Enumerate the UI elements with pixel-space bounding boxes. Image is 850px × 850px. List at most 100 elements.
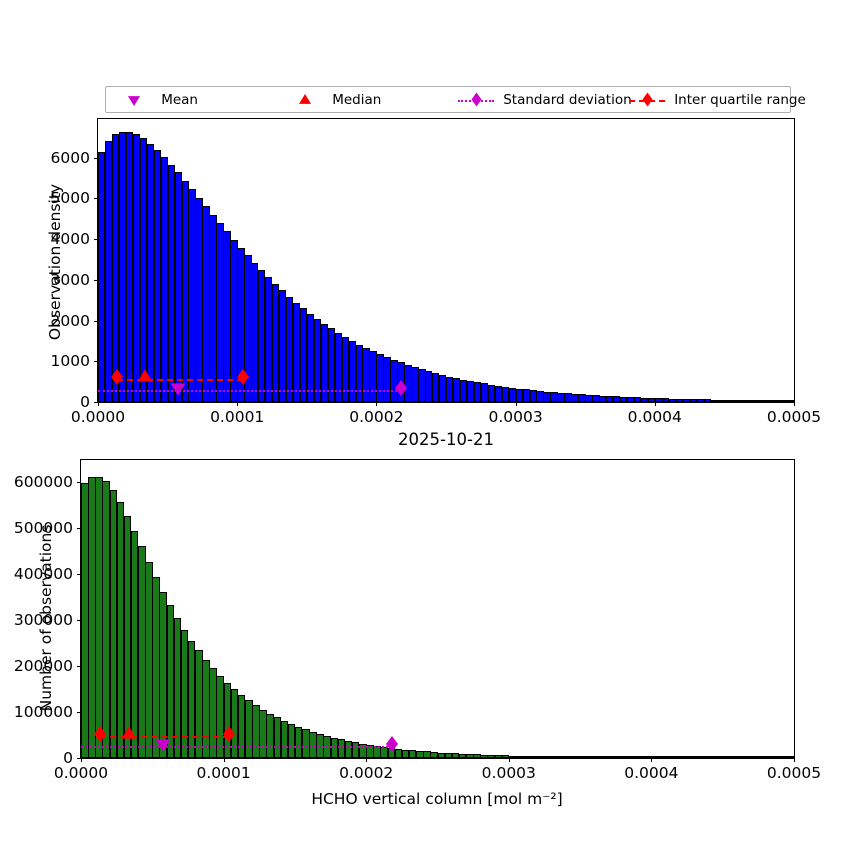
- histogram-bar: [689, 399, 697, 402]
- histogram-bar: [285, 296, 294, 402]
- histogram-bar: [715, 756, 724, 758]
- histogram-bar: [432, 373, 440, 402]
- histogram-bar: [411, 366, 419, 402]
- histogram-bar: [237, 695, 246, 758]
- iqr-upper-marker: [234, 368, 251, 389]
- histogram-bar: [444, 753, 453, 758]
- legend-entry-inter-quartile-range[interactable]: Inter quartile range: [627, 92, 806, 108]
- triangle-down-icon: [114, 92, 154, 108]
- histogram-bar: [565, 756, 574, 758]
- histogram-bar: [679, 756, 688, 758]
- histogram-bar: [615, 756, 624, 758]
- histogram-bar: [696, 399, 704, 402]
- histogram-bar: [682, 398, 690, 402]
- histogram-bar: [766, 400, 774, 402]
- histogram-bar: [640, 397, 649, 402]
- legend-label: Standard deviation: [503, 91, 632, 108]
- legend-entry-standard-deviation[interactable]: Standard deviation: [456, 91, 632, 108]
- histogram-bar: [599, 395, 607, 402]
- histogram-bar: [95, 476, 103, 758]
- histogram-bar: [216, 223, 224, 402]
- x-tick: [515, 402, 517, 406]
- histogram-bar: [620, 396, 628, 402]
- histogram-bar: [487, 384, 496, 402]
- legend: Mean Median Standard deviation Inter quarti…: [105, 86, 806, 113]
- median-marker: [136, 368, 153, 389]
- histogram-bar: [366, 744, 374, 758]
- histogram-bar: [320, 323, 329, 402]
- histogram-bar: [278, 290, 287, 402]
- histogram-bar: [313, 318, 322, 402]
- histogram-bar: [654, 398, 663, 402]
- histogram-bar: [765, 756, 773, 758]
- histogram-bar: [180, 629, 189, 758]
- histogram-bar: [202, 659, 210, 758]
- histogram-bar: [752, 400, 760, 402]
- y-axis-label-observation-density: Observation density: [46, 183, 64, 341]
- y-tick: [77, 712, 81, 714]
- y-tick: [77, 620, 81, 622]
- standard-deviation-line: [98, 390, 402, 393]
- histogram-bar: [408, 750, 417, 758]
- y-tick-label: 100000: [13, 703, 73, 721]
- histogram-bar: [786, 756, 794, 758]
- histogram-bar: [244, 255, 252, 402]
- x-tick-label: 0.0004: [627, 408, 682, 426]
- histogram-bar: [292, 302, 301, 402]
- histogram-bar: [773, 400, 781, 402]
- diamond-icon: [456, 92, 496, 108]
- histogram-bar: [594, 756, 602, 758]
- legend-entry-median[interactable]: Median: [285, 92, 381, 108]
- x-tick: [98, 402, 100, 406]
- histogram-bar: [195, 197, 203, 402]
- diamond-icon: [627, 92, 667, 108]
- histogram-bar: [780, 400, 788, 402]
- x-tick: [794, 758, 796, 762]
- histogram-bar: [98, 151, 106, 402]
- histogram-bar: [466, 754, 474, 758]
- histogram-bar: [423, 751, 431, 758]
- inter-quartile-range-line: [100, 735, 230, 738]
- histogram-bar: [138, 546, 146, 758]
- x-tick-label: 0.0003: [488, 408, 543, 426]
- histogram-bar: [651, 756, 659, 758]
- y-tick-label: 3000: [50, 270, 90, 289]
- histogram-bar: [675, 398, 684, 402]
- x-tick-label: 0.0005: [766, 408, 822, 426]
- histogram-bar: [401, 749, 410, 758]
- mean-marker: [170, 380, 187, 401]
- histogram-bar: [258, 270, 266, 402]
- histogram-bar: [216, 675, 224, 758]
- histogram-bar: [622, 756, 631, 758]
- histogram-bar: [425, 371, 433, 402]
- histogram-bar: [348, 340, 356, 402]
- histogram-bar: [125, 132, 134, 402]
- histogram-bar: [558, 756, 567, 758]
- histogram-bar: [299, 308, 308, 402]
- y-tick: [94, 157, 98, 159]
- histogram-bar: [494, 385, 503, 402]
- iqr-lower-marker: [108, 368, 125, 389]
- y-tick-label: 300000: [13, 611, 73, 630]
- x-tick: [651, 758, 653, 762]
- legend-entry-mean[interactable]: Mean: [114, 92, 198, 108]
- histogram-bar: [187, 640, 196, 758]
- histogram-bar: [88, 477, 96, 758]
- y-tick: [94, 320, 98, 322]
- histogram-bar: [537, 756, 545, 758]
- histogram-bar: [302, 729, 310, 758]
- histogram-bar: [487, 755, 495, 758]
- x-tick-label: 0.0001: [196, 764, 251, 782]
- axes-observation-density: 0.0000 0.0001 0.0002 0.0003 0.0004 0.0005 0 10…: [51, 118, 821, 426]
- histogram-bar: [223, 682, 232, 758]
- histogram-bar: [309, 731, 317, 758]
- histogram-bar: [109, 489, 118, 758]
- histogram-bar: [551, 756, 560, 758]
- histogram-bar: [587, 756, 595, 758]
- histogram-bar: [202, 206, 210, 402]
- y-tick: [77, 528, 81, 530]
- y-tick: [77, 574, 81, 576]
- y-tick-label: 500000: [13, 519, 73, 538]
- histogram-bar: [536, 390, 544, 402]
